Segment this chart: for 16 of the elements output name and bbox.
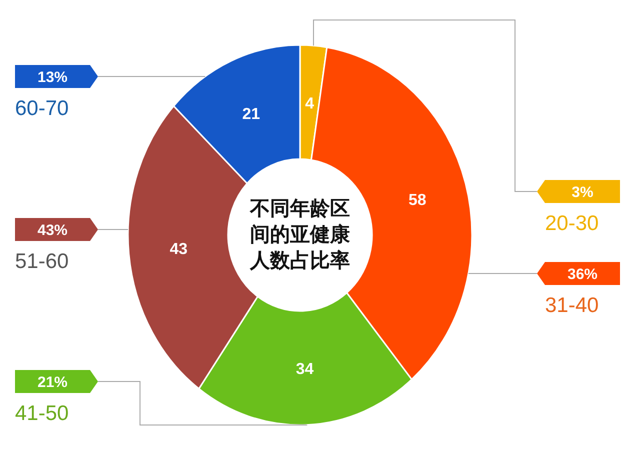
legend-label: 31-40	[545, 294, 599, 317]
data-label: 58	[408, 192, 426, 209]
data-label: 4	[305, 95, 314, 112]
legend-label: 20-30	[545, 212, 599, 235]
legend-label: 60-70	[15, 97, 69, 120]
legend-label: 41-50	[15, 402, 69, 425]
data-label: 43	[170, 241, 188, 258]
text: 13%	[37, 69, 68, 86]
text: 不同年龄区间的亚健康人数占比率	[249, 198, 351, 272]
text: 36%	[567, 266, 598, 283]
text: 43%	[37, 222, 68, 239]
legend-label: 51-60	[15, 250, 69, 273]
data-label: 34	[296, 360, 314, 378]
text: 3%	[572, 184, 594, 201]
text: 21%	[37, 374, 68, 391]
data-label: 21	[242, 106, 260, 124]
